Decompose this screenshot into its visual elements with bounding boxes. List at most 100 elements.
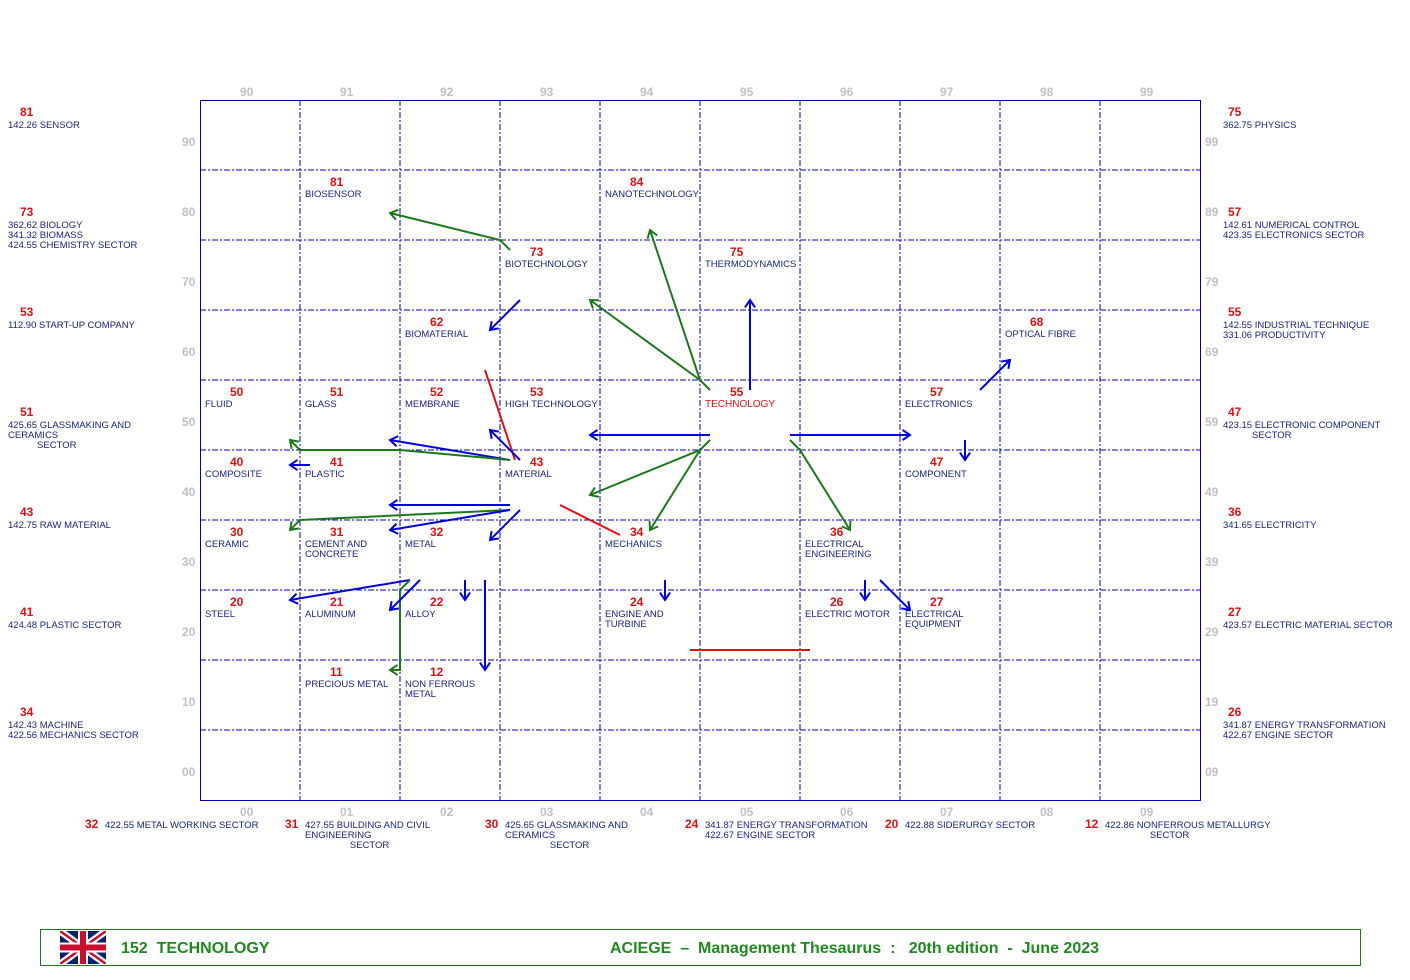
cell-label[interactable]: COMPONENT [905,469,967,480]
left-ref-text: 112.90 START-UP COMPANY [8,320,135,331]
cell-label[interactable]: MEMBRANE [405,399,460,410]
cell-number: 62 [430,315,444,329]
cell-label[interactable]: NON FERROUS METAL [405,679,476,700]
cell-label[interactable]: PLASTIC [305,469,345,480]
cell-label[interactable]: FLUID [205,399,233,410]
cell-number: 68 [1030,315,1044,329]
top-tick: 90 [240,85,254,99]
top-tick: 95 [740,85,754,99]
cell-label[interactable]: ELECTRICAL EQUIPMENT [905,609,964,630]
relation-arrow [789,439,852,532]
cell-number: 11 [330,665,343,679]
cell-number: 75 [730,245,744,259]
bottom-ref-text: 427.55 BUILDING AND CIVIL ENGINEERING SE… [305,820,430,851]
cell-label[interactable]: CEMENT AND CONCRETE [305,539,368,560]
cell-label[interactable]: BIOMATERIAL [405,329,469,340]
cell-number: 55 [730,385,744,399]
cell-label[interactable]: ELECTRIC MOTOR [805,609,890,620]
arrowhead-icon [288,520,300,532]
cell-label[interactable]: THERMODYNAMICS [705,259,797,270]
arrowhead-icon [646,228,658,239]
left-ref-number: 81 [20,105,34,119]
cell-label[interactable]: ENGINE AND TURBINE [605,609,664,630]
cell-label[interactable]: ELECTRICAL ENGINEERING [805,539,872,560]
cell-label[interactable]: ALLOY [405,609,436,620]
left-tick: 80 [182,205,196,219]
cell-label[interactable]: MATERIAL [505,469,552,480]
left-tick: 70 [182,275,196,289]
relation-arrow [388,499,510,511]
bottom-tick: 06 [840,805,854,819]
cell-label[interactable]: BIOTECHNOLOGY [505,259,588,270]
bottom-ref-number: 31 [285,817,299,831]
right-tick: 99 [1205,135,1219,149]
top-tick: 99 [1140,85,1154,99]
cell-number: 57 [930,385,944,399]
relation-arrow [648,449,701,532]
cell-label[interactable]: STEEL [205,609,236,620]
cell-number: 40 [230,455,244,469]
arrowhead-icon [902,429,912,441]
right-tick: 09 [1205,765,1219,779]
cell-number: 26 [830,595,844,609]
cell-number: 52 [430,385,444,399]
left-tick: 50 [182,415,196,429]
cell-label[interactable]: CERAMIC [205,539,249,550]
right-tick: 39 [1205,555,1219,569]
right-ref-text: 423.57 ELECTRIC MATERIAL SECTOR [1223,620,1393,631]
bottom-tick: 07 [940,805,954,819]
relation-arrow [388,509,511,535]
left-tick: 40 [182,485,196,499]
relation-arrow [479,580,491,672]
cell-label[interactable]: MECHANICS [605,539,663,550]
relation-arrow [588,429,710,441]
left-ref-number: 43 [20,505,34,519]
cell-label[interactable]: METAL [405,539,436,550]
arrowhead-icon [588,298,600,309]
arrowhead-icon [488,320,500,332]
relation-arrow [288,579,411,605]
top-tick: 93 [540,85,554,99]
cell-number: 53 [530,385,544,399]
cell-label[interactable]: COMPOSITE [205,469,263,480]
right-ref-number: 57 [1228,205,1242,219]
bottom-tick: 08 [1040,805,1054,819]
cell-label[interactable]: GLASS [305,399,337,410]
arrowhead-icon [588,429,598,441]
cell-label[interactable]: ELECTRONICS [905,399,973,410]
cell-number: 47 [930,455,944,469]
left-tick: 90 [182,135,196,149]
arrowhead-icon [388,499,398,511]
cell-number: 32 [430,525,444,539]
cell-label[interactable]: ALUMINUM [305,609,356,620]
cell-label[interactable]: TECHNOLOGY [705,399,776,410]
arrowhead-icon [288,593,299,605]
arrowhead-icon [388,208,399,221]
bottom-ref-number: 24 [685,817,699,831]
relation-arrow [488,299,521,332]
left-ref-text: 424.48 PLASTIC SECTOR [8,620,122,631]
top-tick: 91 [340,85,354,99]
cell-label[interactable]: PRECIOUS METAL [305,679,389,690]
cell-number: 73 [530,245,544,259]
bottom-ref-text: 422.55 METAL WORKING SECTOR [105,820,259,831]
cell-number: 31 [330,525,344,539]
right-tick: 79 [1205,275,1219,289]
cell-number: 30 [230,525,244,539]
right-tick: 89 [1205,205,1219,219]
right-ref-text: 341.87 ENERGY TRANSFORMATION 422.67 ENGI… [1223,720,1386,741]
bottom-ref-text: 422.86 NONFERROUS METALLURGY SECTOR [1105,820,1271,841]
cell-label[interactable]: BIOSENSOR [305,189,362,200]
cell-label[interactable]: NANOTECHNOLOGY [605,189,699,200]
relation-arrow [288,459,310,471]
right-ref-number: 47 [1228,405,1242,419]
cell-label[interactable]: OPTICAL FIBRE [1005,329,1076,340]
bottom-ref-number: 12 [1085,817,1099,831]
left-tick: 00 [182,765,196,779]
right-tick: 59 [1205,415,1219,429]
cell-label[interactable]: HIGH TECHNOLOGY [505,399,598,410]
arrowhead-icon [388,664,398,676]
relation-arrow [879,579,912,612]
cell-number: 84 [630,175,644,189]
